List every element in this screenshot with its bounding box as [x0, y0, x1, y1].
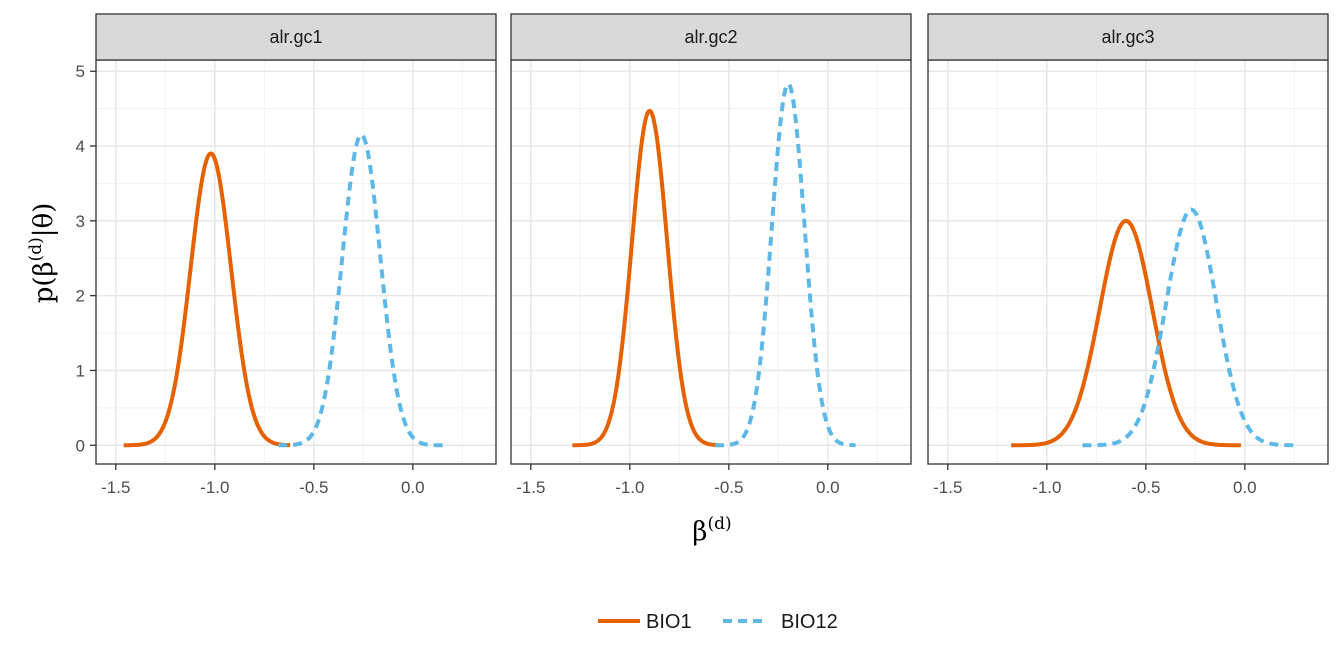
- density-line-bio1: [571, 108, 721, 448]
- x-axis-title: β(d): [692, 514, 731, 547]
- x-tick-label: -1.0: [615, 478, 644, 497]
- facet-strip: [95, 13, 497, 61]
- facet-panels: alr.gc1 -1.5 -1.0 -0.5 0.0 alr.gc2 -1.5 -1.0 -0.…: [95, 13, 1329, 497]
- density-line-bio12: [713, 81, 857, 448]
- x-tick-label: -1.0: [1032, 478, 1061, 497]
- density-line-bio1: [1010, 218, 1242, 448]
- x-tick-label: 0.0: [401, 478, 425, 497]
- legend: BIO1 BIO12: [598, 611, 838, 633]
- x-tick-label: -1.5: [101, 478, 130, 497]
- x-tick-label: -1.5: [516, 478, 545, 497]
- y-axis: 0 1 2 3 4 5: [76, 62, 96, 455]
- legend-label-bio1: BIO1: [646, 611, 692, 633]
- y-tick-label: 5: [76, 62, 85, 81]
- y-axis-title: p(β(d)|θ): [26, 203, 59, 304]
- facet-strip-label: alr.gc2: [684, 27, 737, 47]
- x-tick-label: -1.0: [200, 478, 229, 497]
- x-tick-label: -0.5: [299, 478, 328, 497]
- facet-strip: [927, 13, 1329, 61]
- legend-label-bio12: BIO12: [781, 611, 838, 633]
- x-tick-label: 0.0: [816, 478, 840, 497]
- x-tick-label: -0.5: [1131, 478, 1160, 497]
- y-tick-label: 2: [76, 287, 85, 306]
- density-line-bio1: [122, 151, 292, 448]
- x-tick-label: -1.5: [933, 478, 962, 497]
- y-tick-label: 3: [76, 212, 85, 231]
- facet-panel-2: alr.gc2 -1.5 -1.0 -0.5 0.0: [510, 13, 912, 497]
- facet-strip-label: alr.gc3: [1101, 27, 1154, 47]
- y-tick-label: 4: [76, 137, 85, 156]
- y-tick-label: 1: [76, 361, 85, 380]
- panel-background: [511, 60, 911, 464]
- x-tick-label: -0.5: [714, 478, 743, 497]
- y-tick-label: 0: [76, 436, 85, 455]
- facet-strip: [510, 13, 912, 61]
- x-tick-label: 0.0: [1233, 478, 1257, 497]
- panel-background: [96, 60, 496, 464]
- facet-panel-3: alr.gc3 -1.5 -1.0 -0.5 0.0: [927, 13, 1329, 497]
- density-line-bio12: [1081, 207, 1300, 448]
- facet-strip-label: alr.gc1: [269, 27, 322, 47]
- facet-panel-1: alr.gc1 -1.5 -1.0 -0.5 0.0: [95, 13, 497, 497]
- panel-background: [928, 60, 1328, 464]
